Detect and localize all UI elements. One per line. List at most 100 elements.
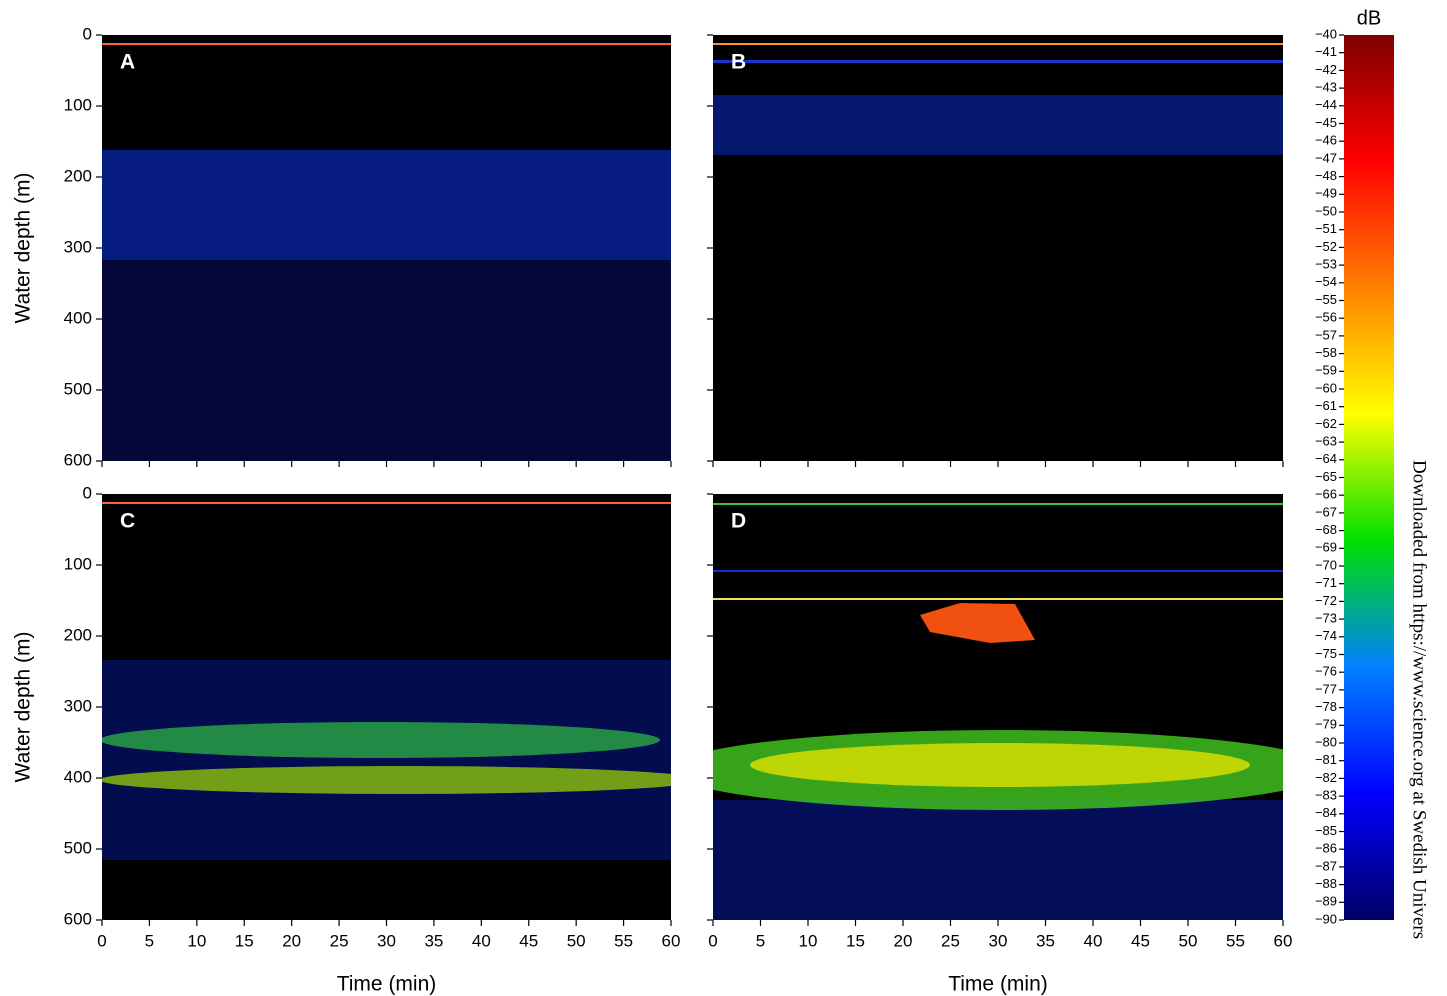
colorbar-tick-label: −41 bbox=[1315, 44, 1337, 59]
colorbar-tick-label: −64 bbox=[1315, 451, 1337, 466]
surface-line bbox=[713, 43, 1283, 45]
colorbar-tick-label: −70 bbox=[1315, 557, 1337, 572]
colorbar-tick-label: −90 bbox=[1315, 911, 1337, 926]
echogram-images bbox=[102, 35, 1283, 920]
colorbar-tick-label: −85 bbox=[1315, 823, 1337, 838]
y-tick-label: 600 bbox=[64, 450, 92, 469]
scatter-layer bbox=[102, 260, 671, 461]
x-tick-label: 15 bbox=[846, 931, 865, 950]
colorbar-tick-label: −76 bbox=[1315, 664, 1337, 679]
colorbar-tick-label: −40 bbox=[1315, 26, 1337, 41]
y-tick-label: 100 bbox=[64, 95, 92, 114]
colorbar-tick-label: −78 bbox=[1315, 699, 1337, 714]
x-tick-label: 25 bbox=[330, 931, 349, 950]
colorbar-tick-label: −52 bbox=[1315, 239, 1337, 254]
x-axis-title: Time (min) bbox=[948, 973, 1048, 996]
colorbar-tick-label: −49 bbox=[1315, 186, 1337, 201]
colorbar-tick-label: −88 bbox=[1315, 876, 1337, 891]
scatter-layer bbox=[713, 60, 1283, 63]
y-tick-label: 100 bbox=[64, 554, 92, 573]
colorbar-tick-label: −73 bbox=[1315, 611, 1337, 626]
colorbar-tick-label: −63 bbox=[1315, 434, 1337, 449]
colorbar-tick-label: −62 bbox=[1315, 416, 1337, 431]
y-axis-title: Water depth (m) bbox=[12, 632, 35, 783]
colorbar-tick-label: −60 bbox=[1315, 380, 1337, 395]
colorbar-tick-label: −47 bbox=[1315, 150, 1337, 165]
colorbar-tick-label: −77 bbox=[1315, 681, 1337, 696]
colorbar-tick-label: −59 bbox=[1315, 363, 1337, 378]
scatter-layer bbox=[713, 570, 1283, 572]
surface-line bbox=[102, 43, 671, 45]
surface-line bbox=[713, 503, 1283, 505]
x-tick-label: 20 bbox=[282, 931, 301, 950]
scatter-layer bbox=[713, 598, 1283, 600]
colorbar-tick-label: −67 bbox=[1315, 504, 1337, 519]
colorbar-tick-label: −69 bbox=[1315, 540, 1337, 555]
x-tick-label: 45 bbox=[519, 931, 538, 950]
colorbar-tick-label: −80 bbox=[1315, 734, 1337, 749]
colorbar-tick-label: −74 bbox=[1315, 628, 1337, 643]
colorbar-tick-label: −58 bbox=[1315, 345, 1337, 360]
panel-label: B bbox=[731, 51, 746, 74]
x-tick-label: 40 bbox=[472, 931, 491, 950]
x-tick-label: 35 bbox=[424, 931, 443, 950]
colorbar-tick-label: −44 bbox=[1315, 97, 1337, 112]
colorbar-tick-label: −55 bbox=[1315, 292, 1337, 307]
colorbar-tick-label: −84 bbox=[1315, 805, 1337, 820]
panel-label: C bbox=[120, 510, 135, 533]
y-tick-label: 400 bbox=[64, 308, 92, 327]
y-tick-label: 200 bbox=[64, 625, 92, 644]
y-tick-label: 200 bbox=[64, 166, 92, 185]
y-tick-label: 0 bbox=[83, 24, 92, 43]
colorbar-tick-label: −48 bbox=[1315, 168, 1337, 183]
colorbar-title: dB bbox=[1357, 7, 1381, 29]
x-tick-label: 5 bbox=[756, 931, 765, 950]
colorbar-tick-label: −53 bbox=[1315, 257, 1337, 272]
colorbar-tick-label: −82 bbox=[1315, 770, 1337, 785]
colorbar-tick-label: −75 bbox=[1315, 646, 1337, 661]
colorbar-tick-label: −87 bbox=[1315, 858, 1337, 873]
x-tick-label: 50 bbox=[1179, 931, 1198, 950]
y-axis-title: Water depth (m) bbox=[12, 173, 35, 324]
fish-school bbox=[920, 603, 1035, 643]
scatter-layer bbox=[713, 800, 1283, 920]
y-tick-label: 500 bbox=[64, 838, 92, 857]
colorbar-tick-label: −54 bbox=[1315, 274, 1337, 289]
colorbar-tick-label: −50 bbox=[1315, 203, 1337, 218]
scatter-layer bbox=[102, 150, 671, 260]
x-tick-label: 40 bbox=[1084, 931, 1103, 950]
y-tick-label: 0 bbox=[83, 483, 92, 502]
colorbar-tick-label: −42 bbox=[1315, 62, 1337, 77]
colorbar-tick-label: −57 bbox=[1315, 327, 1337, 342]
colorbar-tick-label: −65 bbox=[1315, 469, 1337, 484]
watermark: Downloaded from https://www.science.org … bbox=[1409, 460, 1430, 939]
scatter-layer bbox=[713, 95, 1283, 155]
scatter-layer bbox=[102, 722, 660, 758]
x-tick-label: 5 bbox=[145, 931, 154, 950]
x-tick-label: 60 bbox=[1274, 931, 1293, 950]
scatter-layer bbox=[102, 766, 671, 794]
colorbar-tick-label: −72 bbox=[1315, 593, 1337, 608]
x-tick-label: 10 bbox=[799, 931, 818, 950]
colorbar-tick-label: −68 bbox=[1315, 522, 1337, 537]
colorbar bbox=[1344, 35, 1394, 920]
x-tick-label: 55 bbox=[1226, 931, 1245, 950]
y-tick-label: 400 bbox=[64, 767, 92, 786]
colorbar-tick-label: −86 bbox=[1315, 841, 1337, 856]
surface-line bbox=[102, 502, 671, 504]
colorbar-tick-label: −71 bbox=[1315, 575, 1337, 590]
colorbar-tick-label: −51 bbox=[1315, 221, 1337, 236]
y-tick-label: 300 bbox=[64, 696, 92, 715]
x-tick-label: 60 bbox=[662, 931, 681, 950]
colorbar-tick-label: −46 bbox=[1315, 133, 1337, 148]
x-tick-label: 55 bbox=[614, 931, 633, 950]
x-tick-label: 45 bbox=[1131, 931, 1150, 950]
x-tick-label: 0 bbox=[708, 931, 717, 950]
panel-label: A bbox=[120, 51, 135, 74]
x-tick-label: 10 bbox=[187, 931, 206, 950]
scatter-layer bbox=[750, 743, 1250, 787]
x-tick-label: 25 bbox=[941, 931, 960, 950]
colorbar-tick-label: −56 bbox=[1315, 310, 1337, 325]
y-tick-label: 500 bbox=[64, 379, 92, 398]
